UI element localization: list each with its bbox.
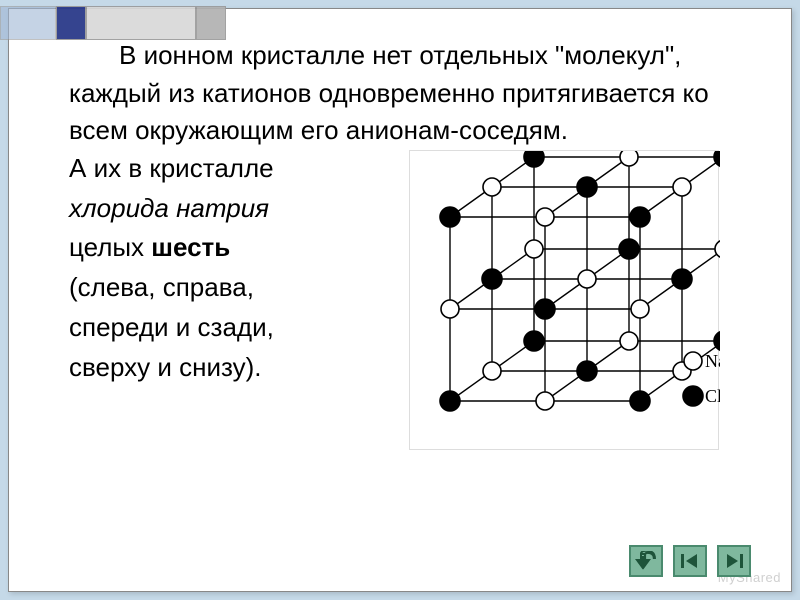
slide-card: В ионном кристалле нет отдельных "молеку… — [8, 8, 792, 592]
nav-prev-button[interactable] — [673, 545, 707, 577]
nav-return-button[interactable] — [629, 545, 663, 577]
text-left-column: А их в кристалле хлорида натрия целых ше… — [69, 150, 399, 388]
line-6: сверху и снизу). — [69, 349, 399, 387]
line-1: А их в кристалле — [69, 150, 399, 188]
svg-text:Na: Na — [705, 351, 720, 371]
return-icon — [635, 551, 657, 571]
prev-icon — [679, 551, 701, 571]
svg-text:Cl: Cl — [705, 386, 720, 406]
crystal-lattice-figure: Na Cl — [409, 150, 719, 450]
line-3-bold: шесть — [151, 232, 230, 262]
slide-content: В ионном кристалле нет отдельных "молеку… — [9, 9, 791, 470]
line-2-emph: хлорида натрия — [69, 190, 399, 228]
paragraph-main: В ионном кристалле нет отдельных "молеку… — [69, 37, 741, 150]
nav-buttons — [629, 545, 751, 577]
line-3-before: целых — [69, 232, 151, 262]
next-icon — [723, 551, 745, 571]
line-3: целых шесть — [69, 229, 399, 267]
nav-next-button[interactable] — [717, 545, 751, 577]
deco-square — [196, 6, 226, 40]
header-decoration — [0, 6, 226, 40]
deco-square — [56, 6, 86, 40]
deco-square — [86, 6, 196, 40]
line-4: (слева, справа, — [69, 269, 399, 307]
deco-square — [0, 6, 56, 40]
line-5: спереди и сзади, — [69, 309, 399, 347]
